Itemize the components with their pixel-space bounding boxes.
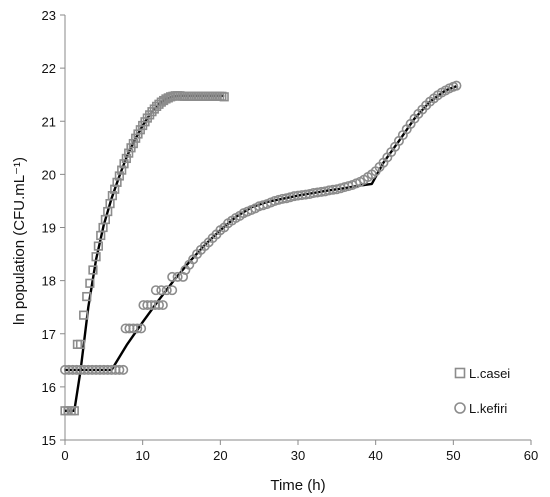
legend-label-l-casei: L.casei: [469, 366, 510, 381]
data-point-l-casei: [91, 252, 101, 262]
y-tick-label: 16: [42, 380, 56, 395]
data-point-l-casei: [128, 138, 138, 149]
data-point-l-casei: [79, 310, 89, 320]
data-point-l-casei: [117, 165, 127, 175]
data-point-l-casei: [147, 107, 157, 117]
data-point-l-kefiri: [153, 300, 164, 311]
x-tick-label: 30: [291, 448, 305, 463]
legend: L.casei L.kefiri: [454, 366, 510, 416]
data-point-l-casei: [93, 241, 103, 251]
fit-lines: [65, 85, 457, 412]
data-point-l-casei: [107, 191, 117, 201]
y-tick-label: 23: [42, 8, 56, 23]
x-tick-label: 10: [135, 448, 149, 463]
data-point-l-casei: [149, 104, 159, 114]
y-tick-label: 21: [42, 114, 56, 129]
x-tick-label: 0: [61, 448, 68, 463]
fit-line-l-kefiri: [65, 85, 457, 372]
data-point-l-casei: [114, 171, 124, 181]
data-point-l-casei: [219, 92, 229, 102]
data-point-l-casei: [69, 406, 79, 416]
data-point-l-kefiri: [136, 323, 147, 334]
data-point-l-kefiri: [132, 323, 143, 334]
data-point-l-casei: [124, 148, 134, 158]
y-tick-label: 19: [42, 221, 56, 236]
data-point-l-casei: [85, 278, 95, 288]
data-point-l-kefiri: [157, 300, 168, 311]
data-point-l-kefiri: [167, 271, 178, 282]
legend-marker-l-kefiri: [454, 402, 466, 414]
data-point-l-kefiri: [161, 285, 172, 296]
y-tick-label: 18: [42, 274, 56, 289]
y-tick-label: 15: [42, 433, 56, 448]
data-point-l-casei: [119, 159, 129, 169]
legend-label-l-kefiri: L.kefiri: [469, 401, 507, 416]
data-point-l-kefiri: [118, 364, 129, 375]
x-tick-label: 40: [368, 448, 382, 463]
data-point-l-kefiri: [150, 285, 161, 296]
legend-marker-l-casei: [454, 367, 466, 379]
data-point-l-kefiri: [178, 271, 189, 282]
data-point-l-kefiri: [167, 285, 178, 296]
x-tick-label: 50: [446, 448, 460, 463]
x-axis-title: Time (h): [270, 477, 325, 494]
x-tick-label: 20: [213, 448, 227, 463]
data-point-l-kefiri: [114, 364, 125, 375]
data-point-l-kefiri: [451, 80, 462, 91]
y-tick-label: 20: [42, 167, 56, 182]
x-tick-label: 60: [524, 448, 538, 463]
data-point-l-casei: [75, 339, 86, 349]
data-point-l-kefiri: [172, 271, 183, 282]
data-markers: [59, 80, 462, 416]
data-point-l-kefiri: [156, 285, 167, 296]
data-point-l-casei: [82, 291, 92, 302]
y-axis-title: ln population (CFU.mL⁻¹): [11, 157, 28, 325]
y-tick-label: 17: [42, 327, 56, 342]
data-point-l-casei: [112, 177, 122, 187]
y-tick-label: 22: [42, 61, 56, 76]
data-point-l-casei: [88, 265, 98, 275]
axes: 0 10 20 30 40 50 60 15 16 17 18 19 20 21 22 23: [42, 8, 539, 463]
data-point-l-casei: [121, 153, 131, 164]
